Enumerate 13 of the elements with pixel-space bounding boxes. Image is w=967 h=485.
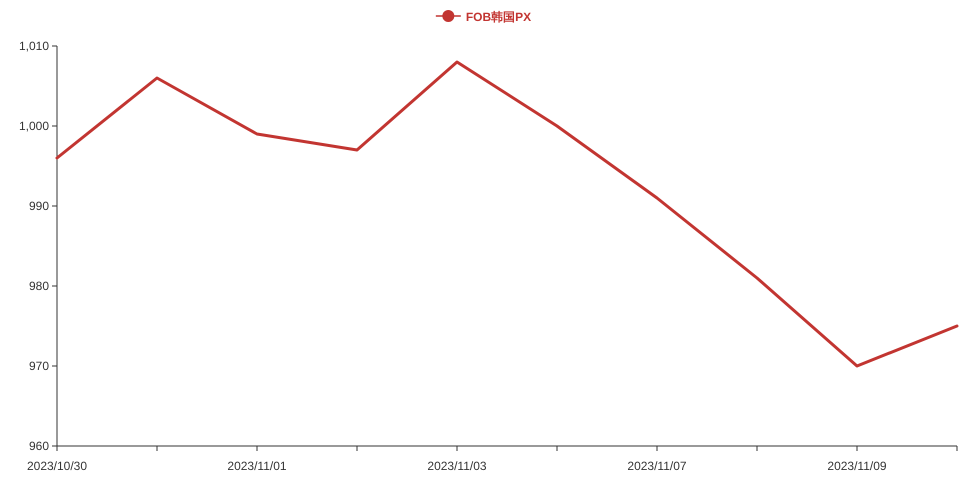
- line-series: [56, 60, 958, 368]
- x-tick-label: 2023/11/03: [427, 459, 487, 473]
- y-tick-label: 1,000: [18, 119, 50, 133]
- legend-label: FOB韩国PX: [466, 10, 532, 24]
- y-tick-label: 980: [28, 279, 50, 293]
- y-tick-label: 970: [28, 359, 50, 373]
- y-tick-label: 1,010: [18, 39, 50, 53]
- y-tick-label: 960: [28, 439, 50, 453]
- x-tick-label: 2023/11/09: [827, 459, 887, 473]
- x-tick-label: 2023/11/01: [227, 459, 287, 473]
- x-tick-label: 2023/11/07: [627, 459, 687, 473]
- x-tick-label: 2023/10/30: [26, 459, 88, 473]
- y-tick-label: 990: [28, 199, 50, 213]
